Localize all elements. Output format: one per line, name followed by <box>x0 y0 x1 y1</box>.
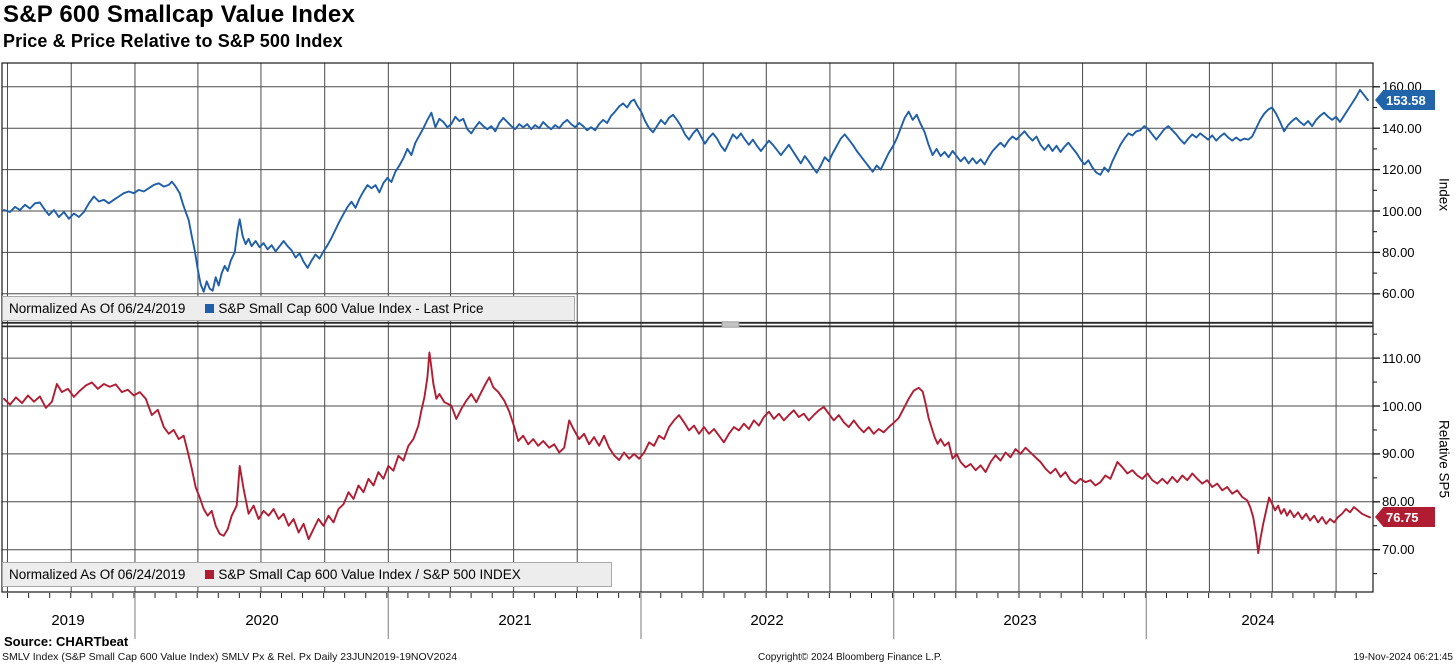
y-tick-label: 140.00 <box>1382 120 1422 136</box>
price-legend-band: Normalized As Of 06/24/2019 S&P Small Ca… <box>2 296 575 321</box>
relative-legend-band: Normalized As Of 06/24/2019 S&P Small Ca… <box>2 562 612 587</box>
panel-splitter-handle[interactable] <box>721 321 740 328</box>
source-label: Source: CHARTbeat <box>4 634 129 649</box>
copyright-label: Copyright© 2024 Bloomberg Finance L.P. <box>758 652 942 663</box>
y-tick-label: 80.00 <box>1382 494 1415 510</box>
y-tick-label: 100.00 <box>1382 203 1422 219</box>
price-legend-item[interactable]: S&P Small Cap 600 Value Index - Last Pri… <box>205 301 484 316</box>
y-tick-label: 100.00 <box>1382 398 1422 414</box>
normalized-as-of-label: Normalized As Of 06/24/2019 <box>9 301 186 316</box>
price-last-value: 153.58 <box>1386 92 1426 108</box>
x-year-label: 2024 <box>1241 612 1275 629</box>
price-series-swatch-icon <box>205 304 215 313</box>
relative-axis-title: Relative SP5 <box>1436 420 1452 499</box>
x-year-label: 2022 <box>750 612 784 629</box>
x-year-label: 2019 <box>51 612 85 629</box>
relative-series-swatch-icon <box>205 570 215 579</box>
chart-description: SMLV Index (S&P Small Cap 600 Value Inde… <box>2 651 458 663</box>
relative-legend-item[interactable]: S&P Small Cap 600 Value Index / S&P 500 … <box>205 567 521 582</box>
y-tick-label: 80.00 <box>1382 244 1415 260</box>
y-tick-label: 90.00 <box>1382 446 1415 462</box>
x-year-label: 2021 <box>498 612 532 629</box>
relative-series-line <box>3 351 1371 555</box>
price-series-line <box>3 88 1369 293</box>
x-year-label: 2020 <box>245 612 279 629</box>
normalized-as-of-label: Normalized As Of 06/24/2019 <box>9 567 186 582</box>
y-tick-label: 60.00 <box>1382 286 1415 302</box>
y-tick-label: 70.00 <box>1382 542 1415 558</box>
timestamp-label: 19-Nov-2024 06:21:45 <box>1353 652 1453 663</box>
price-last-value-tag: 153.58 <box>1375 90 1435 110</box>
x-year-label: 2023 <box>1003 612 1037 629</box>
y-tick-label: 110.00 <box>1382 350 1421 366</box>
page-title: S&P 600 Smallcap Value Index <box>3 1 356 28</box>
y-tick-label: 120.00 <box>1382 162 1422 178</box>
relative-last-value: 76.75 <box>1386 509 1419 525</box>
price-axis-title: Index <box>1436 178 1452 212</box>
page-subtitle: Price & Price Relative to S&P 500 Index <box>3 31 343 51</box>
plot-frame <box>1 62 1374 593</box>
price-series-label: S&P Small Cap 600 Value Index - Last Pri… <box>218 301 484 316</box>
relative-last-value-tag: 76.75 <box>1375 507 1435 527</box>
relative-series-label: S&P Small Cap 600 Value Index / S&P 500 … <box>218 567 521 582</box>
